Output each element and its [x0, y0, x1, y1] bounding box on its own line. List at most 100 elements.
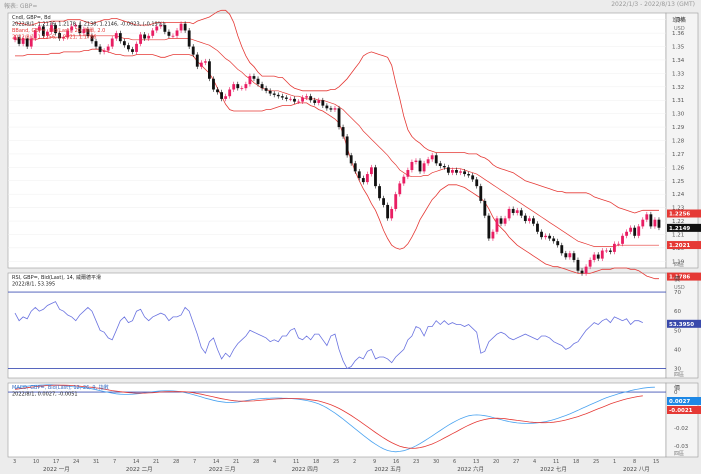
y-tick-label: 1.34 — [672, 58, 685, 64]
candle — [467, 174, 471, 176]
rsi-y-tick-label: 30 — [674, 366, 681, 372]
candle — [596, 254, 600, 259]
candle — [349, 155, 353, 164]
candle — [532, 218, 535, 224]
candle — [540, 231, 543, 238]
candle — [41, 26, 45, 36]
y-tick-label: 1.30 — [672, 112, 685, 118]
candle — [268, 90, 272, 94]
candle — [203, 61, 207, 63]
candle — [394, 194, 398, 209]
candle — [495, 218, 499, 232]
x-day-tick: 20 — [493, 459, 499, 465]
candle — [527, 218, 531, 222]
candle — [216, 89, 219, 93]
price-badge-label: 1.2021 — [669, 243, 690, 249]
x-day-tick: 18 — [573, 459, 579, 465]
rsi-line — [14, 301, 643, 370]
candle — [483, 200, 487, 216]
x-day-tick: 14 — [133, 459, 139, 465]
candle — [345, 136, 349, 156]
candle — [337, 108, 341, 128]
x-day-tick: 21 — [153, 459, 159, 465]
legend-line: BBand, GBP=, Bid(Last), 20, 簡單, 2.0 — [12, 27, 105, 34]
candle — [548, 235, 552, 239]
legend-line: 2022/8/1, 1.2256, 1.2021, 1.1786 — [12, 35, 96, 41]
x-day-tick: 8 — [633, 459, 636, 465]
candle — [90, 35, 94, 42]
candle — [418, 160, 422, 172]
candle — [114, 33, 118, 39]
x-day-tick: 25 — [593, 459, 599, 465]
candle — [556, 241, 560, 246]
rsi-y-tick-label: 60 — [674, 309, 681, 315]
candle — [321, 100, 325, 106]
candle — [313, 100, 317, 103]
candle — [455, 170, 458, 173]
candle — [657, 219, 661, 228]
candle — [592, 254, 596, 260]
candle — [564, 253, 568, 258]
candle — [580, 270, 584, 274]
candle — [511, 208, 515, 213]
bband-lower-line — [15, 48, 659, 280]
candle — [244, 84, 248, 89]
candle — [82, 29, 86, 34]
candle — [66, 30, 70, 38]
candle — [289, 98, 292, 100]
rsi-y-tick-label: 40 — [674, 347, 681, 353]
x-day-tick: 18 — [313, 459, 319, 465]
candle — [228, 89, 232, 97]
candle — [139, 34, 142, 44]
candle — [151, 30, 155, 36]
candle — [479, 186, 483, 201]
x-month-label: 2022 三月 — [209, 466, 236, 473]
candle — [183, 23, 187, 31]
candle — [507, 208, 511, 219]
candle — [155, 26, 159, 31]
rsi-axis-unit: USD — [674, 285, 685, 291]
tab-title: 報表: GBP= — [4, 3, 38, 10]
macd-badge — [667, 397, 701, 405]
candle — [475, 179, 479, 187]
candle — [463, 171, 466, 175]
candle — [446, 167, 450, 173]
candle — [163, 25, 167, 32]
candle — [33, 30, 37, 39]
candle — [515, 210, 519, 213]
candle — [629, 227, 633, 232]
bband-middle-line — [15, 35, 659, 247]
candle — [353, 163, 357, 172]
candle — [361, 178, 365, 183]
candle — [13, 37, 17, 40]
candle — [25, 38, 29, 47]
candle — [572, 253, 576, 260]
price-badge-label: 1.2256 — [669, 212, 690, 218]
candle — [633, 227, 637, 236]
candle — [212, 78, 215, 90]
rsi-legend-line: RSI, GBP=, Bid(Last), 14, 威爾德平滑 — [12, 274, 101, 281]
x-day-tick: 28 — [253, 459, 259, 465]
candle — [414, 160, 418, 162]
rsi-y-tick-label: 50 — [674, 328, 681, 334]
candle — [552, 238, 556, 242]
y-tick-label: 1.26 — [672, 165, 685, 171]
candle — [621, 235, 624, 244]
candle — [297, 101, 300, 103]
y-tick-label: 1.28 — [672, 139, 685, 145]
date-range: 2022/1/3 - 2022/8/13 (GMT) — [611, 1, 695, 8]
candle — [236, 84, 240, 89]
candle — [70, 26, 74, 31]
candle — [187, 30, 191, 47]
candle — [625, 231, 628, 236]
legend-line: 2022/8/1, 1.2176, 1.2178, 1.2138, 1.2146… — [12, 22, 164, 28]
x-day-tick: 17 — [53, 459, 59, 465]
macd-line — [14, 384, 655, 453]
rsi-badge-label: 53.3950 — [669, 322, 694, 328]
x-day-tick: 14 — [213, 459, 219, 465]
candle — [264, 88, 268, 91]
candle — [386, 204, 390, 219]
candle — [402, 176, 406, 184]
candle — [390, 208, 394, 219]
